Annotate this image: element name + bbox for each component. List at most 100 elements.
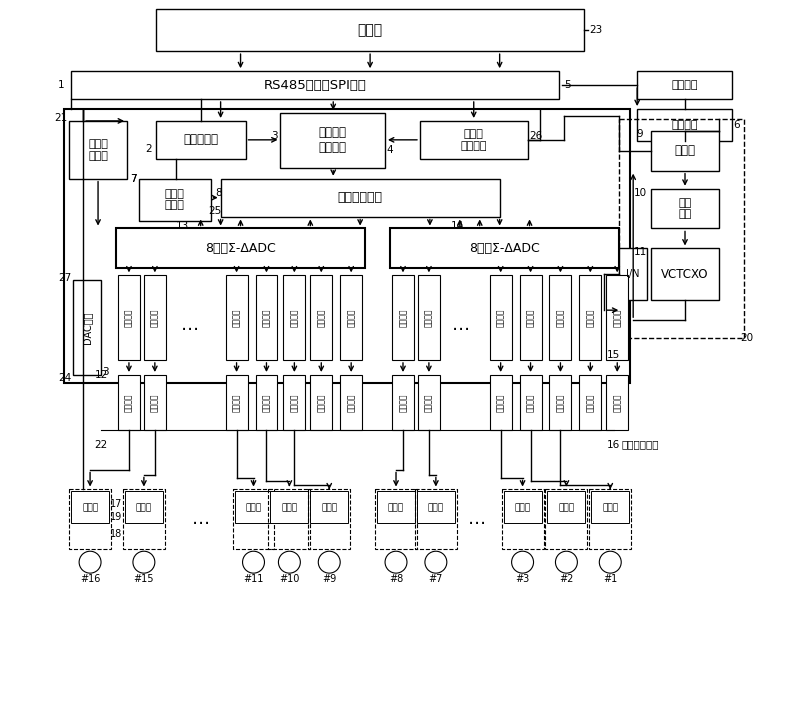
Text: #16: #16 — [80, 574, 100, 584]
Bar — [255, 275, 278, 360]
Bar — [619, 249, 647, 300]
Text: 3: 3 — [102, 367, 108, 377]
Text: 2: 2 — [146, 144, 152, 154]
Text: 检波器: 检波器 — [246, 503, 262, 512]
Text: #15: #15 — [134, 574, 154, 584]
Text: 信号调理: 信号调理 — [150, 309, 159, 327]
Text: 增益调节: 增益调节 — [556, 393, 565, 411]
Bar — [418, 275, 440, 360]
Bar — [519, 375, 542, 430]
Bar — [144, 275, 166, 360]
Bar — [156, 9, 584, 51]
Text: 增益调节: 增益调节 — [290, 393, 299, 411]
Text: 检波器: 检波器 — [558, 503, 574, 512]
Bar — [546, 489, 587, 549]
Text: 增益调节: 增益调节 — [496, 393, 505, 411]
Text: 信号调理: 信号调理 — [556, 309, 565, 327]
Text: 同步时
钟接收器: 同步时 钟接收器 — [461, 129, 487, 151]
Text: 7: 7 — [130, 173, 136, 183]
Text: 7: 7 — [130, 173, 136, 183]
Bar — [390, 229, 619, 268]
Text: …: … — [181, 316, 198, 334]
Bar — [144, 375, 166, 430]
Bar — [418, 375, 440, 430]
Bar — [125, 491, 163, 523]
Bar — [118, 375, 140, 430]
Text: 17: 17 — [110, 499, 122, 510]
Text: 增益调节: 增益调节 — [125, 393, 134, 411]
Text: #3: #3 — [515, 574, 530, 584]
Text: #2: #2 — [559, 574, 574, 584]
Text: 增益调节: 增益调节 — [346, 393, 356, 411]
Text: #11: #11 — [243, 574, 264, 584]
Text: 1: 1 — [58, 80, 65, 90]
Bar — [139, 178, 210, 220]
Text: 27: 27 — [58, 273, 72, 283]
Text: 信号调理: 信号调理 — [232, 309, 241, 327]
Text: #10: #10 — [279, 574, 299, 584]
Bar — [226, 275, 247, 360]
Bar — [375, 489, 417, 549]
Text: 信号调理: 信号调理 — [262, 309, 271, 327]
Bar — [270, 491, 308, 523]
Bar — [392, 375, 414, 430]
Text: RS485接口或SPI接口: RS485接口或SPI接口 — [264, 79, 366, 91]
Bar — [377, 491, 415, 523]
Bar — [234, 491, 273, 523]
Text: 电源模块: 电源模块 — [671, 120, 698, 130]
Text: 检波器: 检波器 — [82, 503, 98, 512]
Bar — [504, 491, 542, 523]
Text: 8通路Σ-ΔADC: 8通路Σ-ΔADC — [470, 242, 540, 255]
Bar — [69, 489, 111, 549]
Bar — [579, 275, 602, 360]
Text: …: … — [452, 316, 470, 334]
Text: 信号调理: 信号调理 — [125, 309, 134, 327]
Bar — [310, 275, 332, 360]
Text: 信号调理: 信号调理 — [290, 309, 299, 327]
Bar — [606, 275, 628, 360]
Text: 传输板: 传输板 — [358, 23, 382, 38]
Text: 多路转换开关: 多路转换开关 — [622, 440, 658, 450]
Text: 4: 4 — [386, 145, 394, 155]
Bar — [269, 489, 310, 549]
Text: …: … — [468, 510, 486, 528]
Text: 电源接口: 电源接口 — [671, 80, 698, 90]
Bar — [116, 229, 365, 268]
Bar — [550, 375, 571, 430]
Text: 检波器: 检波器 — [428, 503, 444, 512]
Text: 16: 16 — [606, 440, 620, 450]
Bar — [308, 489, 350, 549]
Text: 10: 10 — [634, 188, 646, 198]
Bar — [651, 131, 719, 171]
Text: …: … — [192, 510, 210, 528]
Bar — [310, 491, 348, 523]
Bar — [591, 491, 630, 523]
Bar — [283, 275, 306, 360]
Text: 20: 20 — [740, 333, 754, 343]
Bar — [281, 113, 385, 168]
Text: 鉴相器: 鉴相器 — [674, 144, 695, 157]
Text: 命令解码器: 命令解码器 — [183, 133, 218, 147]
Text: 3: 3 — [271, 131, 278, 141]
Text: 增益调节: 增益调节 — [262, 393, 271, 411]
Text: 增益调节: 增益调节 — [586, 393, 595, 411]
Text: 检波器: 检波器 — [136, 503, 152, 512]
Text: #7: #7 — [429, 574, 443, 584]
Text: 检波器: 检波器 — [388, 503, 404, 512]
Bar — [420, 121, 527, 159]
Text: 信号调理: 信号调理 — [346, 309, 356, 327]
Bar — [310, 375, 332, 430]
Text: I/N: I/N — [626, 269, 640, 280]
Bar — [221, 178, 500, 217]
Text: 信号调理: 信号调理 — [586, 309, 595, 327]
Bar — [69, 121, 127, 178]
Text: 6: 6 — [734, 120, 740, 130]
Bar — [550, 275, 571, 360]
Bar — [619, 119, 744, 338]
Bar — [651, 188, 719, 229]
Text: 增益调节: 增益调节 — [398, 393, 407, 411]
Bar — [71, 491, 109, 523]
Bar — [64, 109, 630, 383]
Text: 15: 15 — [606, 350, 620, 360]
Bar — [579, 375, 602, 430]
